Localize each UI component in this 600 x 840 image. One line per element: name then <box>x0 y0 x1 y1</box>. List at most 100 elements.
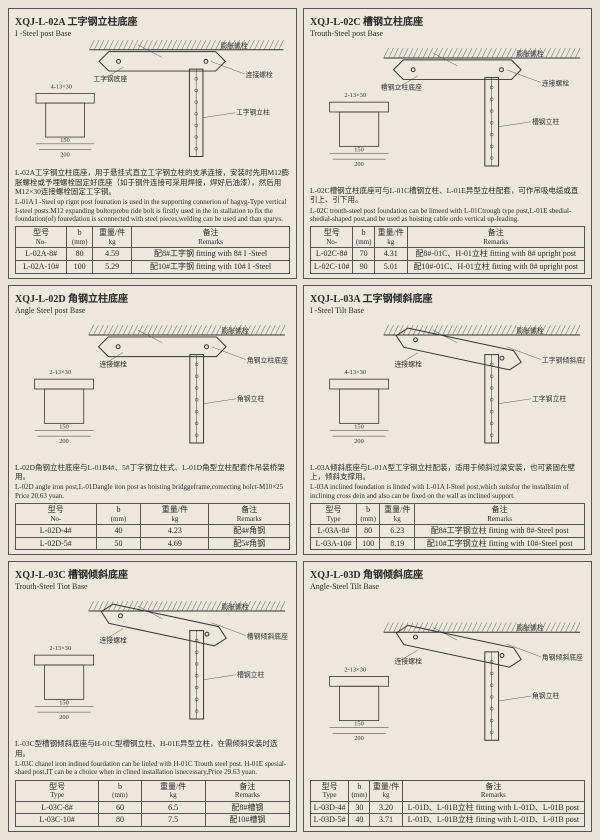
desc-cn: L-03C型槽钢倾斜底座与H-01C型槽钢立柱、H-01E异型立柱，在需倾斜安装… <box>15 739 290 758</box>
cell: 3.20 <box>370 801 402 814</box>
cell: 30 <box>349 801 370 814</box>
col-header: 型号No- <box>16 227 67 248</box>
col-header: b(mm) <box>99 780 141 801</box>
svg-text:膨胀螺栓: 膨胀螺栓 <box>516 326 544 335</box>
cell: 配8#槽钢 <box>205 801 289 814</box>
spec-table: 型号No-b(mm)重量/件kg备注Remarks L-02D-4#404.23… <box>15 503 290 550</box>
col-header: b(mm) <box>357 504 380 525</box>
table-row: L-03A-8#806.23配8#工字钢立柱 fitting with 8#-S… <box>311 525 585 538</box>
cell: 50 <box>96 537 141 550</box>
desc-en: L-02C trouth-steel post foundation can b… <box>310 207 585 224</box>
svg-text:连接螺栓: 连接螺栓 <box>395 359 423 368</box>
table-head-row: 型号Typeb(mm)重量/件kg备注Remarks <box>311 780 585 801</box>
spec-table: 型号Typeb(mm)重量/件kg备注Remarks L-03A-8#806.2… <box>310 503 585 550</box>
cell: L-03A-8# <box>311 525 357 538</box>
cell: 3.71 <box>370 814 402 827</box>
col-header: 型号No- <box>16 504 97 525</box>
table-row: L-02A-8#804.59配8#工字钢 fitting with 8# I -… <box>16 248 290 261</box>
col-header: 备注Remarks <box>402 780 584 801</box>
table-row: L-03D-5#403.71L-01D、L-01B立柱 fitting with… <box>311 814 585 827</box>
cell: 6.5 <box>141 801 205 814</box>
cell: 6.23 <box>380 525 415 538</box>
panel-header: XQJ-L-02A 工字钢立柱底座 I -Steel post Base <box>15 13 290 38</box>
cell: L-02A-8# <box>16 248 67 261</box>
table-row: L-03A-10#1008.19配10#工字钢立柱 fitting with 1… <box>311 537 585 550</box>
diagram: 150 200 2-13×30 膨胀螺栓 槽钢倾斜底座 连接螺栓 槽钢立柱 <box>15 593 290 737</box>
svg-text:工字钢立柱: 工字钢立柱 <box>236 108 270 117</box>
svg-text:150: 150 <box>354 146 364 153</box>
cell: 60 <box>99 801 141 814</box>
table-head-row: 型号No-b(mm)重量/件kg备注Remarks <box>16 504 290 525</box>
svg-text:200: 200 <box>59 438 69 445</box>
col-header: 型号Type <box>16 780 99 801</box>
col-header: 重量/件kg <box>141 504 209 525</box>
panel-03c: XQJ-L-03C 槽钢倾斜底座 Trouth-Steel Tiot Base … <box>8 561 297 832</box>
svg-text:2-13×30: 2-13×30 <box>344 667 366 674</box>
cell: 配10#-01C、H-01立柱 fitting with 8# upright … <box>407 261 584 274</box>
svg-text:4-13×30: 4-13×30 <box>51 84 72 91</box>
svg-text:150: 150 <box>354 423 364 430</box>
table-row: L-02C-8#704.31配8#-01C、H-01立柱 fitting wit… <box>311 248 585 261</box>
desc-cn: L-02C槽钢立柱底座可与L-01C槽钢立柱、L-01E异型立柱配套，可作吊吸电… <box>310 186 585 205</box>
panel-03a: XQJ-L-03A 工字钢倾斜底座 I -Steel Tilt Base 150… <box>303 285 592 556</box>
cell: 80 <box>67 248 93 261</box>
cell: 配10#工字钢 fitting with 10# I -Steel <box>132 261 290 274</box>
svg-text:膨胀螺栓: 膨胀螺栓 <box>516 624 544 633</box>
table-row: L-03C-8#606.5配8#槽钢 <box>16 801 290 814</box>
cell: 5.29 <box>93 261 132 274</box>
cell: L-01D、L-01B立柱 fitting with L-01D、L-01B p… <box>402 801 584 814</box>
svg-text:150: 150 <box>59 700 69 707</box>
svg-text:200: 200 <box>354 161 364 168</box>
svg-text:工字钢倾斜底座: 工字钢倾斜底座 <box>542 355 585 364</box>
svg-text:200: 200 <box>60 151 69 158</box>
svg-text:2-13×30: 2-13×30 <box>49 646 71 653</box>
cell: L-03D-4# <box>311 801 349 814</box>
cell: 4.31 <box>374 248 407 261</box>
cell: 100 <box>67 261 93 274</box>
col-header: 重量/件kg <box>374 227 407 248</box>
cell: 配10#工字钢立柱 fitting with 10#-Steel post <box>415 537 585 550</box>
cell: 100 <box>357 537 380 550</box>
cell: 4.59 <box>93 248 132 261</box>
col-header: 备注Remarks <box>132 227 290 248</box>
col-header: 重量/件kg <box>380 504 415 525</box>
svg-text:膨胀螺栓: 膨胀螺栓 <box>221 602 249 611</box>
cell: L-02C-10# <box>311 261 353 274</box>
table-head-row: 型号Typeb(mm)重量/件kg备注Remarks <box>311 504 585 525</box>
svg-text:150: 150 <box>60 137 69 144</box>
spec-table: 型号Typeb(mm)重量/件kg备注Remarks L-03C-8#606.5… <box>15 780 290 827</box>
panel-02c: XQJ-L-02C 槽钢立柱底座 Trouth-Steel post Base … <box>303 8 592 279</box>
svg-text:连接螺栓: 连接螺栓 <box>542 78 570 87</box>
svg-text:槽钢立柱底座: 槽钢立柱底座 <box>381 82 422 91</box>
cell: 配8#工字钢 fitting with 8# I -Steel <box>132 248 290 261</box>
spec-table: 型号Typeb(mm)重量/件kg备注Remarks L-03D-4#303.2… <box>310 780 585 827</box>
model-code: XQJ-L-03C 槽钢倾斜底座 <box>15 570 128 581</box>
desc-cn: L-02A工字钢立柱底座，用于悬挂式直立工字钢立柱的支承连接，安装时先用M12膨… <box>15 168 290 196</box>
table-row: L-02C-10#905.01配10#-01C、H-01立柱 fitting w… <box>311 261 585 274</box>
cell: 配4#角钢 <box>209 525 290 538</box>
svg-text:工字钢立柱: 工字钢立柱 <box>532 393 566 402</box>
table-row: L-02D-5#504.69配5#角钢 <box>16 537 290 550</box>
title-en: Trouth-Steel Tiot Base <box>15 582 88 591</box>
col-header: b(mm) <box>96 504 141 525</box>
diagram: 150 200 4-13×30 膨胀螺栓 工字钢倾斜底座 连接螺栓 工字钢立柱 <box>310 317 585 461</box>
desc-en: L-03A inclined foundation is linded with… <box>310 483 585 500</box>
cell: 配8#工字钢立柱 fitting with 8#-Steel post <box>415 525 585 538</box>
desc-cn: L-02D角钢立柱底座与L-01B4#、5#丁字钢立柱式、L-01D角型立柱配套… <box>15 463 290 482</box>
svg-text:角钢立柱底座: 角钢立柱底座 <box>247 355 288 364</box>
diagram: 150 200 2-13×30 膨胀螺栓 连接螺栓 槽钢立柱底座 槽钢立柱 <box>310 40 585 184</box>
cell: 配5#角钢 <box>209 537 290 550</box>
panel-header: XQJ-L-03C 槽钢倾斜底座 Trouth-Steel Tiot Base <box>15 566 290 591</box>
model-code: XQJ-L-02C 槽钢立柱底座 <box>310 17 423 28</box>
col-header: 型号Type <box>311 780 349 801</box>
table-head-row: 型号Typeb(mm)重量/件kg备注Remarks <box>16 780 290 801</box>
model-code: XQJ-L-03A 工字钢倾斜底座 <box>310 294 433 305</box>
svg-text:200: 200 <box>59 714 69 721</box>
panel-header: XQJ-L-03A 工字钢倾斜底座 I -Steel Tilt Base <box>310 290 585 315</box>
table-head-row: 型号No-b(mm)重量/件kg备注Remarks <box>311 227 585 248</box>
svg-text:连接螺栓: 连接螺栓 <box>100 359 128 368</box>
col-header: 备注Remarks <box>205 780 289 801</box>
cell: L-02C-8# <box>311 248 353 261</box>
cell: L-01D、L-01B立柱 fitting with L-01D、L-01B p… <box>402 814 584 827</box>
cell: 配10#槽钢 <box>205 814 289 827</box>
